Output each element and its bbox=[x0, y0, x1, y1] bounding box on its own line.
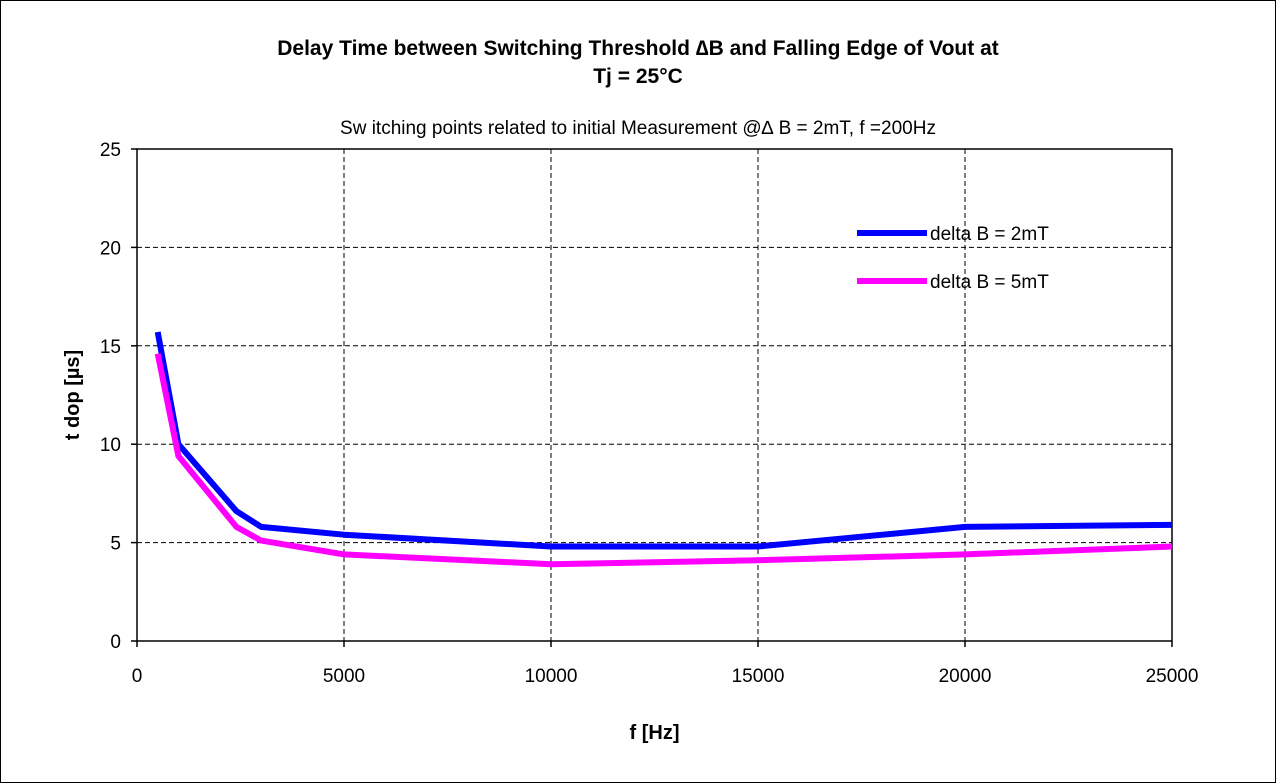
plot-area bbox=[136, 148, 1173, 642]
y-axis-title: t dop [µs] bbox=[62, 350, 84, 440]
series-line-1 bbox=[154, 331, 1173, 550]
x-tick-label: 10000 bbox=[525, 666, 578, 687]
x-tick-label: 5000 bbox=[323, 666, 365, 687]
x-tick-label: 0 bbox=[132, 666, 143, 687]
tick-layer: 0 5000 10000 15000 20000 25000 0 5 10 15 20 25 bbox=[100, 140, 1199, 687]
chart-title-line-1: Delay Time between Switching Threshold ∆… bbox=[277, 37, 999, 60]
y-tick-label: 25 bbox=[100, 140, 121, 161]
x-tick-label: 25000 bbox=[1146, 666, 1199, 687]
legend-label-2: delta B = 5mT bbox=[930, 272, 1049, 293]
y-tick-label: 20 bbox=[100, 238, 121, 259]
y-tick-label: 15 bbox=[100, 337, 121, 358]
y-tick-label: 5 bbox=[110, 534, 121, 555]
legend: delta B = 2mT delta B = 5mT bbox=[857, 224, 1049, 293]
chart-title-line-2: Tj = 25°C bbox=[593, 65, 683, 88]
y-tick-label: 0 bbox=[110, 632, 121, 653]
y-tick-label: 10 bbox=[100, 435, 121, 456]
chart-subtitle: Sw itching points related to initial Mea… bbox=[340, 118, 936, 139]
x-tick-label: 15000 bbox=[732, 666, 785, 687]
x-tick-label: 20000 bbox=[939, 666, 992, 687]
x-axis-title: f [Hz] bbox=[630, 722, 680, 744]
series-layer bbox=[154, 331, 1173, 568]
grid-layer bbox=[137, 149, 1172, 641]
series-line-2 bbox=[154, 353, 1173, 568]
chart-title: Delay Time between Switching Threshold ∆… bbox=[1, 35, 1275, 91]
legend-label-1: delta B = 2mT bbox=[930, 224, 1049, 245]
